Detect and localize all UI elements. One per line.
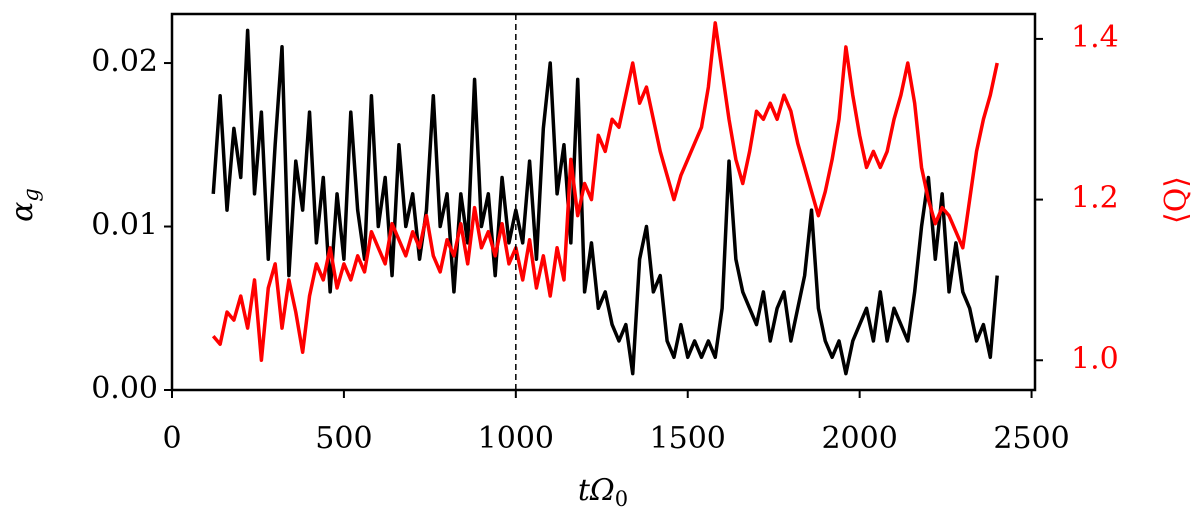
x-label-sub: 0: [615, 487, 628, 511]
y2-tick-label: 1.0: [1071, 341, 1119, 376]
x-tick-label: 0: [162, 421, 181, 456]
plot-frame: [170, 12, 1037, 392]
x-tick-label: 1000: [478, 421, 554, 456]
y2-tick-label: 1.2: [1071, 181, 1119, 216]
series-line: [211, 28, 999, 376]
y-tick-label: 0.01: [91, 208, 158, 243]
series-line: [211, 21, 999, 363]
x-tick-label: 2500: [993, 421, 1069, 456]
y-axis-label: αg: [5, 188, 43, 222]
y-tick-label: 0.02: [91, 44, 158, 79]
y-label-sub: g: [19, 188, 43, 201]
y2-axis-label: ⟨Q⟩: [1159, 176, 1194, 224]
y2-tick-label: 1.4: [1071, 20, 1119, 55]
y-tick-label: 0.00: [91, 371, 158, 406]
x-tick-label: 1500: [650, 421, 726, 456]
y-label-main: α: [5, 202, 40, 222]
x-axis-label: tΩ0: [578, 473, 628, 511]
x-label-main: tΩ: [578, 473, 615, 508]
x-tick-label: 2000: [821, 421, 897, 456]
x-tick-label: 500: [315, 421, 372, 456]
